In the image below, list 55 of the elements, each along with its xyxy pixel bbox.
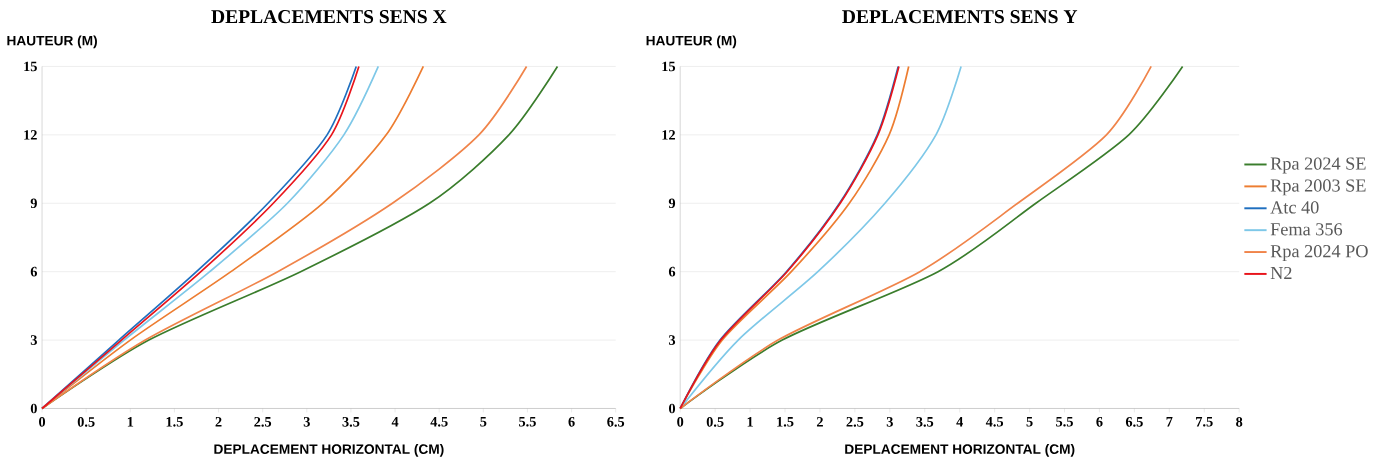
x-tick-label: 0.5 [77, 416, 95, 427]
y-tick-label: 15 [662, 61, 676, 72]
chart-title: DEPLACEMENTS SENS X [211, 10, 447, 24]
x-tick-label: 5.5 [519, 416, 536, 427]
legend-label: Atc 40 [1270, 201, 1319, 214]
y-tick-label: 6 [668, 266, 676, 277]
x-tick-label: 6.5 [1125, 416, 1143, 427]
chart-title: DEPLACEMENTS SENS Y [842, 10, 1078, 24]
legend-label: N2 [1270, 266, 1292, 279]
x-tick-label: 1.5 [777, 416, 794, 427]
x-tick-label: 4.5 [430, 416, 448, 427]
x-tick-label: 0 [39, 416, 46, 427]
x-tick-label: 3 [303, 416, 310, 427]
x-tick-label: 6 [1096, 416, 1103, 427]
y-axis-title: HAUTEUR (M) [7, 35, 97, 49]
x-tick-label: 2.5 [254, 416, 272, 427]
legend-label: Fema 356 [1270, 223, 1343, 236]
y-tick-label: 6 [30, 266, 38, 277]
x-tick-label: 7.5 [1196, 416, 1213, 427]
x-tick-label: 2 [215, 416, 222, 427]
x-tick-label: 1 [127, 416, 134, 427]
x-tick-label: 0.5 [706, 416, 724, 427]
x-tick-label: 4 [391, 416, 399, 427]
x-tick-label: 5 [1026, 416, 1033, 427]
y-axis-title: HAUTEUR (M) [646, 35, 737, 49]
legend-label: Rpa 2024 PO [1270, 244, 1368, 261]
x-tick-label: 1 [747, 416, 753, 427]
x-tick-label: 6 [568, 416, 575, 427]
x-tick-label: 5.5 [1056, 416, 1073, 427]
y-tick-label: 12 [24, 130, 37, 140]
y-tick-label: 0 [30, 403, 37, 414]
y-tick-label: 0 [668, 403, 676, 414]
x-tick-label: 4 [956, 416, 963, 427]
x-axis-title: DEPLACEMENT HORIZONTAL (CM) [214, 443, 444, 457]
y-tick-label: 3 [668, 335, 676, 345]
x-tick-label: 3.5 [916, 416, 934, 427]
x-tick-label: 6.5 [607, 416, 625, 427]
x-tick-label: 3.5 [342, 416, 360, 427]
y-tick-label: 15 [24, 61, 37, 72]
legend-label: Rpa 2003 SE [1270, 179, 1366, 196]
legend-label: Rpa 2024 SE [1270, 157, 1366, 174]
y-tick-label: 3 [30, 335, 37, 345]
y-tick-label: 12 [662, 130, 675, 140]
x-tick-label: 2 [816, 416, 823, 427]
x-axis-title: DEPLACEMENT HORIZONTAL (CM) [845, 443, 1075, 457]
x-tick-label: 8 [1236, 416, 1243, 427]
y-tick-label: 9 [30, 198, 37, 208]
x-tick-label: 4.5 [985, 416, 1004, 427]
x-tick-label: 7 [1166, 416, 1173, 427]
x-tick-label: 1.5 [166, 416, 183, 427]
y-tick-label: 9 [668, 198, 676, 208]
x-tick-label: 5 [480, 416, 487, 427]
x-tick-label: 0 [677, 416, 684, 427]
x-tick-label: 2.5 [846, 416, 864, 427]
x-tick-label: 3 [886, 416, 893, 427]
